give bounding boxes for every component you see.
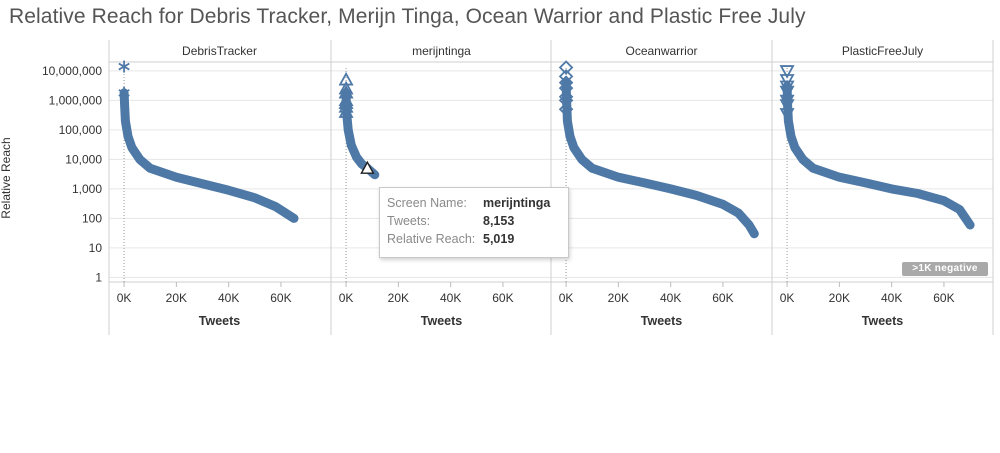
panel-header-oceanwarrior: Oceanwarrior <box>625 44 697 58</box>
tooltip-row-tweets: Tweets: 8,153 <box>387 212 567 230</box>
series-plasticfreejuly-line <box>787 86 970 225</box>
x-tick-label: 20K <box>829 291 850 305</box>
x-axis-title: Tweets <box>199 314 240 328</box>
y-tick-label: 100,000 <box>59 123 103 137</box>
y-tick-label: 1,000 <box>72 182 102 196</box>
x-tick-label: 20K <box>608 291 629 305</box>
y-tick-label: 1,000,000 <box>49 93 103 107</box>
x-tick-label: 60K <box>712 291 733 305</box>
y-tick-label: 10,000,000 <box>42 64 102 78</box>
tooltip-reach-value: 5,019 <box>483 230 514 248</box>
tooltip-row-screen-name: Screen Name: merijntinga <box>387 194 567 212</box>
x-tick-label: 20K <box>166 291 187 305</box>
x-tick-label: 0K <box>117 291 132 305</box>
x-tick-label: 0K <box>780 291 795 305</box>
x-tick-label: 60K <box>492 291 513 305</box>
series-debristracker-line <box>124 93 294 218</box>
tooltip-row-reach: Relative Reach: 5,019 <box>387 230 567 248</box>
x-tick-label: 40K <box>881 291 902 305</box>
null-values-badge[interactable]: >1K negative <box>902 262 988 276</box>
series-oceanwarrior-line <box>566 83 754 234</box>
x-tick-label: 60K <box>933 291 954 305</box>
x-tick-label: 40K <box>218 291 239 305</box>
x-axis-title: Tweets <box>862 314 903 328</box>
tooltip-tweets-value: 8,153 <box>483 212 514 230</box>
panel-header-merijntinga: merijntinga <box>412 44 471 58</box>
x-axis-title: Tweets <box>641 314 682 328</box>
tooltip: Screen Name: merijntinga Tweets: 8,153 R… <box>379 187 569 258</box>
x-axis-title: Tweets <box>421 314 462 328</box>
y-tick-label: 1 <box>95 270 102 284</box>
tooltip-screen-name-value: merijntinga <box>483 194 550 212</box>
y-tick-label: 100 <box>82 211 102 225</box>
x-tick-label: 60K <box>270 291 291 305</box>
tooltip-screen-name-label: Screen Name: <box>387 194 467 212</box>
panel-header-plasticfreejuly: PlasticFreeJuly <box>842 44 923 58</box>
x-tick-label: 40K <box>660 291 681 305</box>
tooltip-tweets-label: Tweets: <box>387 212 430 230</box>
x-tick-label: 20K <box>388 291 409 305</box>
x-tick-label: 40K <box>440 291 461 305</box>
x-tick-label: 0K <box>339 291 354 305</box>
x-tick-label: 0K <box>559 291 574 305</box>
panel-header-debristracker: DebrisTracker <box>182 44 257 58</box>
tooltip-reach-label: Relative Reach: <box>387 230 475 248</box>
y-tick-label: 10 <box>89 241 103 255</box>
y-tick-label: 10,000 <box>65 152 102 166</box>
